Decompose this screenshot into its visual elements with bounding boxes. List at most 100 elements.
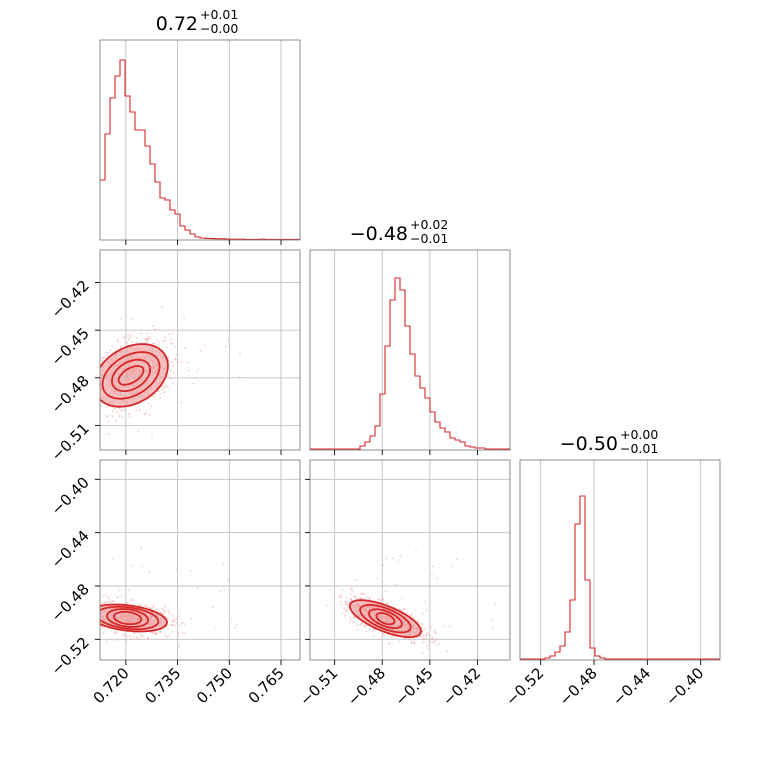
sample-point — [181, 631, 184, 634]
sample-point — [129, 380, 132, 383]
sample-point — [403, 622, 405, 624]
sample-point — [365, 596, 368, 599]
sample-point — [430, 637, 433, 640]
sample-point — [129, 364, 132, 367]
sample-point — [111, 371, 114, 373]
sample-point — [400, 630, 403, 632]
sample-point — [153, 622, 156, 625]
sample-point — [164, 339, 167, 342]
sample-point — [136, 389, 139, 392]
sample-point — [425, 644, 428, 647]
sample-point — [172, 623, 175, 626]
sample-point — [159, 618, 162, 621]
sample-point — [116, 596, 119, 599]
sample-point — [147, 379, 150, 382]
sample-point — [118, 369, 121, 371]
sample-point — [356, 628, 358, 631]
sample-point — [133, 616, 136, 619]
sample-point — [134, 356, 137, 359]
sample-point — [351, 590, 353, 592]
sample-point — [146, 385, 148, 387]
sample-point — [120, 595, 123, 598]
y-tick-label: −0.48 — [48, 580, 93, 625]
sample-point — [433, 639, 436, 642]
sample-point — [150, 621, 153, 624]
sample-point — [150, 366, 153, 368]
panel-frame-layer — [95, 39, 721, 665]
sample-point — [159, 362, 162, 365]
sample-point — [123, 357, 125, 360]
sample-point — [413, 639, 416, 641]
sample-point — [111, 372, 114, 375]
sample-point — [156, 339, 158, 341]
sample-point — [97, 613, 99, 615]
sample-point — [361, 597, 364, 600]
sample-point — [96, 337, 98, 339]
sample-point — [348, 601, 351, 604]
sample-point — [431, 573, 433, 576]
sample-point — [96, 375, 98, 377]
panel-frame — [309, 459, 511, 661]
sample-point — [227, 578, 229, 581]
sample-point — [362, 592, 365, 595]
sample-point — [426, 609, 428, 612]
sample-point — [154, 608, 157, 611]
sample-point — [90, 626, 92, 628]
sample-point — [125, 402, 128, 405]
sample-point — [365, 620, 368, 623]
sample-point — [145, 333, 148, 335]
sample-point — [196, 587, 199, 589]
sample-point — [163, 621, 165, 623]
sample-point — [72, 620, 74, 622]
sample-point — [162, 613, 165, 615]
sample-point — [144, 604, 147, 607]
sample-point — [197, 367, 200, 370]
sample-point — [139, 408, 141, 411]
sample-point — [127, 355, 130, 358]
sample-point — [101, 626, 103, 628]
sample-point — [372, 628, 375, 631]
sample-point — [162, 387, 165, 389]
sample-point — [136, 618, 139, 620]
sample-point — [117, 364, 120, 367]
sample-point — [164, 604, 167, 606]
sample-point — [92, 619, 94, 621]
panel-title: 0.72 +0.01−0.00 — [156, 7, 239, 36]
sample-point — [426, 631, 429, 634]
sample-point — [184, 346, 187, 349]
sample-point — [371, 606, 374, 609]
sample-point — [408, 626, 411, 628]
sample-point — [94, 615, 96, 617]
panel-title: −0.50 +0.00−0.01 — [560, 427, 659, 456]
sample-point — [143, 391, 146, 394]
histogram-line — [520, 495, 720, 660]
sample-point — [137, 623, 140, 626]
sample-point — [154, 619, 157, 621]
sample-point — [139, 399, 142, 401]
sample-point — [409, 620, 412, 623]
sample-point — [135, 336, 138, 339]
sample-point — [151, 433, 153, 436]
sample-point — [106, 388, 108, 391]
sample-point — [163, 336, 166, 339]
sample-point — [129, 337, 131, 339]
sample-point — [149, 624, 151, 627]
sample-point — [115, 374, 117, 377]
sample-point — [79, 615, 81, 617]
sample-point — [144, 625, 147, 628]
panel-frame — [99, 39, 301, 241]
sample-point — [159, 611, 162, 614]
sample-point — [104, 617, 107, 620]
sample-point — [366, 606, 368, 609]
sample-point — [122, 382, 125, 385]
sample-point — [145, 371, 148, 374]
sample-point — [376, 610, 378, 613]
sample-point — [139, 395, 142, 398]
sample-point — [82, 609, 84, 611]
sample-point — [133, 347, 136, 350]
sample-point — [77, 620, 79, 622]
sample-point — [149, 414, 151, 416]
sample-point — [126, 342, 129, 344]
sample-point — [420, 622, 423, 625]
sample-point — [128, 416, 131, 419]
